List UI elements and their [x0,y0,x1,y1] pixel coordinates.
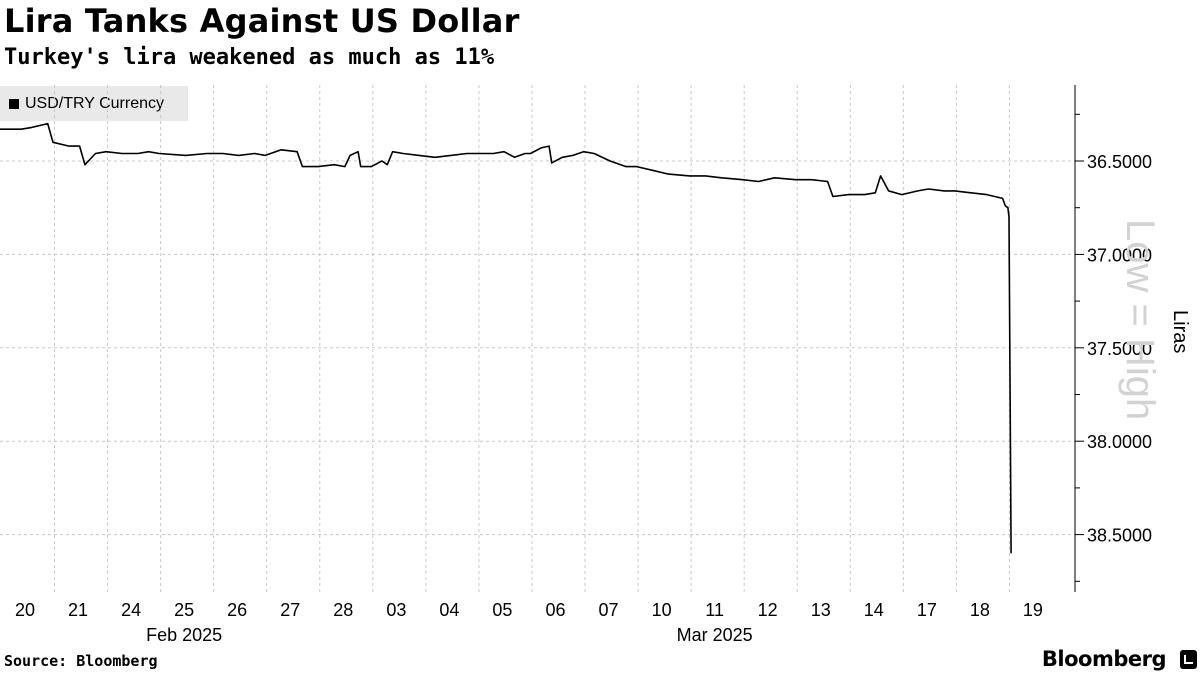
x-tick-label: 19 [1023,600,1043,620]
x-tick-label: 28 [333,600,353,620]
x-group-label: Feb 2025 [146,625,222,645]
grid-layer [0,85,1075,592]
axis-layer [1074,85,1084,592]
x-tick-label: 12 [758,600,778,620]
y-tick-label: 36.5000 [1087,152,1152,172]
x-tick-label: 04 [439,600,459,620]
series-layer [0,122,1012,554]
brand-logo: Bloomberg [1041,647,1167,671]
chart-title: Lira Tanks Against US Dollar [4,2,520,40]
x-tick-label: 03 [386,600,406,620]
x-tick-label: 14 [864,600,884,620]
x-tick-label: 21 [68,600,88,620]
y-axis-label: Liras [1169,310,1191,353]
x-tick-label: 20 [15,600,35,620]
x-tick-label: 17 [917,600,937,620]
x-tick-label: 06 [545,600,565,620]
x-tick-label: 24 [121,600,141,620]
x-tick-label: 18 [970,600,990,620]
y-tick-label: 38.0000 [1087,432,1152,452]
x-tick-label: 05 [492,600,512,620]
legend-swatch-icon [9,98,19,109]
x-tick-label: 25 [174,600,194,620]
legend-label: USD/TRY Currency [25,94,164,112]
x-tick-label: 26 [227,600,247,620]
x-tick-label: 10 [652,600,672,620]
x-tick-label: 13 [811,600,831,620]
legend: USD/TRY Currency [0,86,188,121]
x-group-label: Mar 2025 [677,625,753,645]
label-layer: 36.5000 37.0000 37.5000 38.0000 38.5000 20 21 2… [15,152,1191,645]
axis-watermark: Low = High [1118,219,1162,420]
y-tick-label: 38.5000 [1087,526,1152,546]
x-tick-label: 27 [280,600,300,620]
source-note: Source: Bloomberg [4,652,158,670]
y-tick-label: 37.5000 [1087,339,1152,359]
x-tick-label: 07 [599,600,619,620]
x-tick-label: 11 [705,600,724,620]
chart-subtitle: Turkey's lira weakened as much as 11% [4,45,495,70]
series-line [0,122,1012,554]
y-tick-label: 37.0000 [1087,245,1152,265]
bloomberg-chart-icon [1180,650,1197,669]
